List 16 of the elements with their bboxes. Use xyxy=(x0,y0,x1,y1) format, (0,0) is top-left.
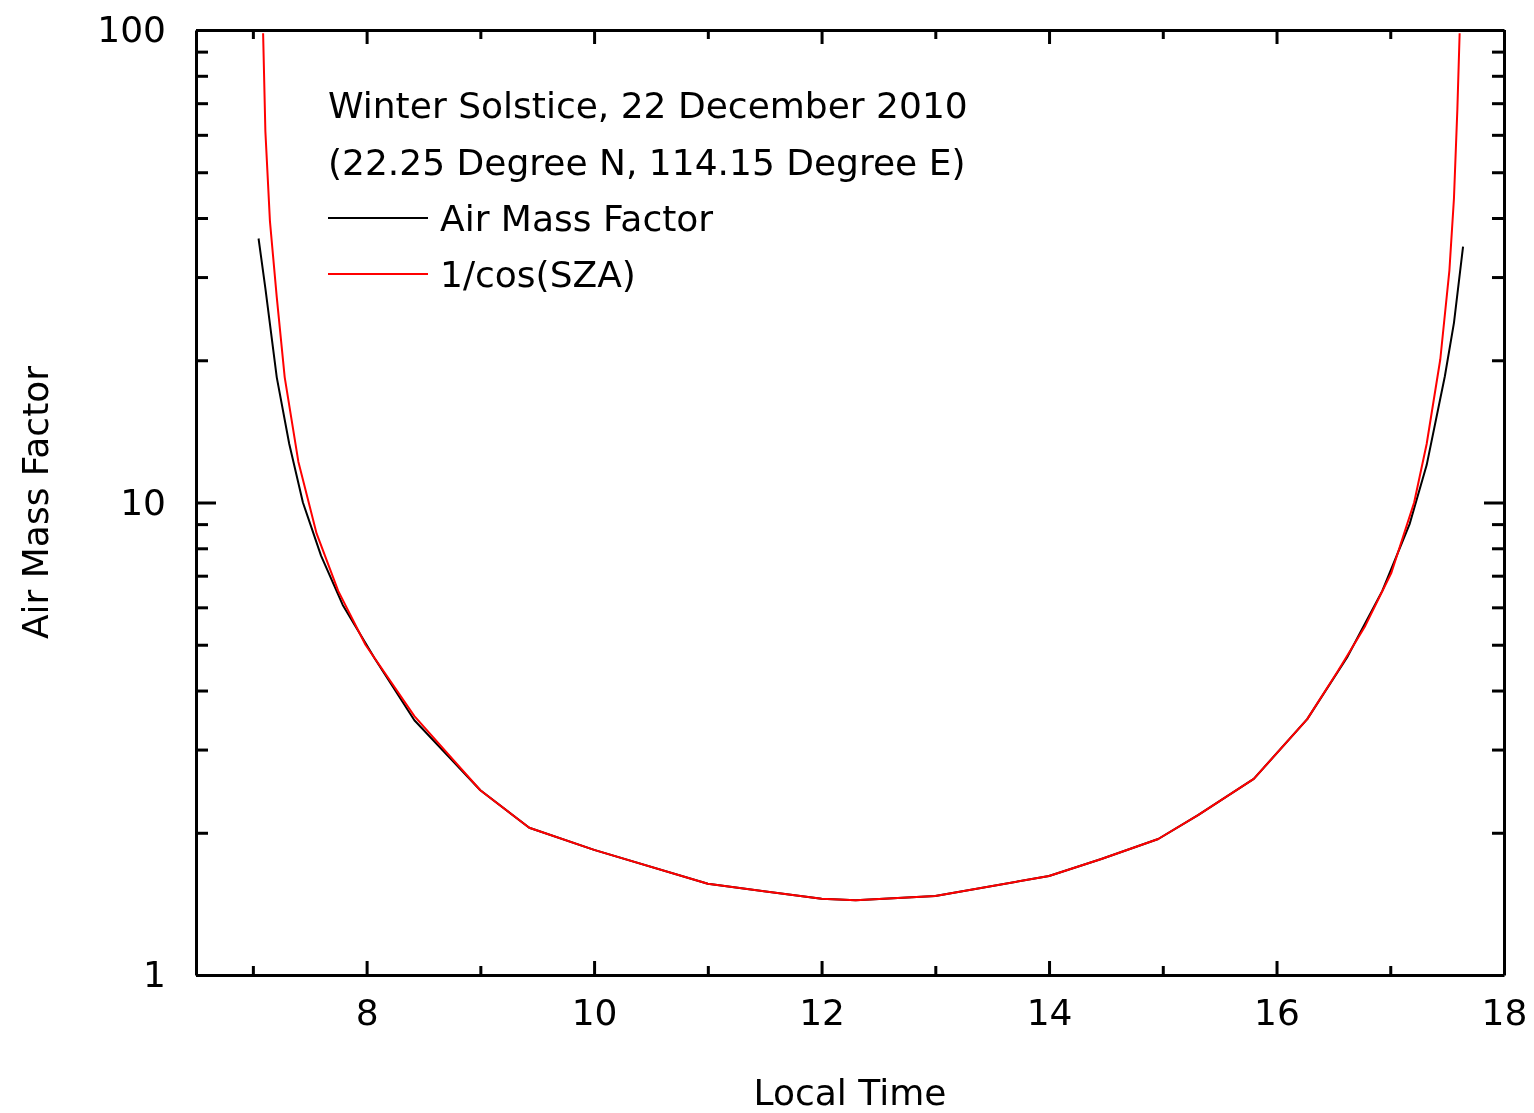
y-axis-title: Air Mass Factor xyxy=(15,365,56,640)
x-tick-label: 14 xyxy=(1026,991,1073,1033)
text: (22.25 Degree N, 114.15 Degree E) xyxy=(328,142,966,183)
y-tick-label: 100 xyxy=(97,9,166,51)
legend-label: 1/cos(SZA) xyxy=(440,254,636,295)
y-tick-label: 1 xyxy=(143,954,166,996)
text: Winter Solstice, 22 December 2010 xyxy=(328,85,968,126)
y-tick-label: 10 xyxy=(120,481,166,523)
x-tick-label: 8 xyxy=(355,991,379,1033)
x-tick-label: 18 xyxy=(1481,991,1528,1033)
legend-label: Air Mass Factor xyxy=(440,198,714,239)
x-tick-label: 16 xyxy=(1254,991,1300,1033)
line-series xyxy=(262,32,1461,902)
x-tick-label: 12 xyxy=(799,991,845,1033)
x-axis-title: Local Time xyxy=(753,1072,947,1113)
x-tick-label: 10 xyxy=(571,991,618,1033)
